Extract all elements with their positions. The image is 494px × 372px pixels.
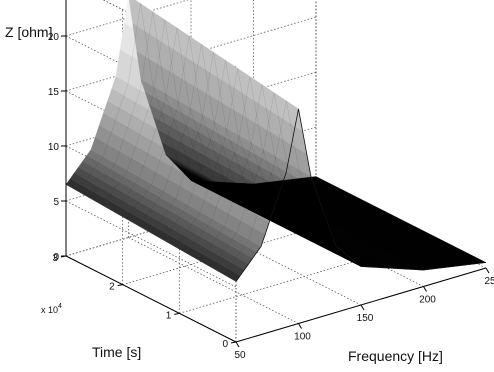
y-tick-mark [174, 312, 180, 315]
x-tick-mark [485, 267, 490, 274]
surface-mesh-line [138, 44, 389, 227]
x-tick-label: 150 [357, 313, 374, 324]
y-axis-label: Time [s] [92, 344, 141, 360]
z-tick-label: 0 [53, 252, 59, 263]
y-tick-label: 2 [109, 282, 115, 293]
z-tick-label: 15 [48, 87, 60, 98]
z-tick-label: 20 [48, 32, 60, 43]
z-tick-label: 10 [48, 142, 60, 153]
x-tick-mark [235, 341, 240, 348]
x-tick-label: 100 [294, 332, 311, 343]
surface-mesh-line [223, 100, 474, 275]
y-tick-label: 0 [222, 339, 228, 350]
y-axis-multiplier-exp: 4 [58, 303, 62, 310]
y-tick-label: 1 [166, 310, 172, 321]
surface-front-edge [235, 108, 487, 282]
surface-mesh-line [102, 19, 353, 206]
x-tick-mark [423, 286, 427, 292]
axis-line [65, 255, 237, 343]
surface-mesh-line [126, 35, 377, 220]
impedance-surface [65, 0, 487, 282]
surface-mesh-line [187, 76, 438, 254]
x-axis-label: Frequency [Hz] [348, 348, 443, 364]
z-tick-label: 5 [53, 197, 59, 208]
surface-mesh-line [114, 27, 365, 213]
x-tick-label: 25 [484, 276, 494, 287]
y-tick-mark [117, 284, 123, 287]
y-tick-mark [230, 341, 237, 344]
x-tick-label: 50 [234, 350, 246, 361]
grid-line [65, 0, 189, 37]
x-tick-mark [298, 323, 302, 329]
x-tick-mark [360, 304, 365, 311]
y-axis-multiplier: x 104 [41, 303, 62, 315]
y-tick-label: 3 [52, 253, 58, 264]
z-axis-label: Z [ohm] [5, 24, 52, 40]
surface-mesh-line [199, 84, 450, 261]
surface-mesh-line [162, 60, 414, 241]
surface-mesh-line [77, 3, 329, 192]
surface-mesh-line [150, 52, 402, 234]
surface-mesh-line [90, 11, 341, 199]
tick-labels: 501001502002501230510152025 [48, 32, 494, 361]
grid-line [128, 237, 299, 324]
surface-mesh-line [211, 92, 462, 268]
x-tick-label: 200 [419, 295, 436, 306]
surface-mesh-line [175, 68, 426, 248]
y-axis-multiplier-base: x 10 [41, 305, 58, 315]
grid-line [65, 200, 237, 288]
